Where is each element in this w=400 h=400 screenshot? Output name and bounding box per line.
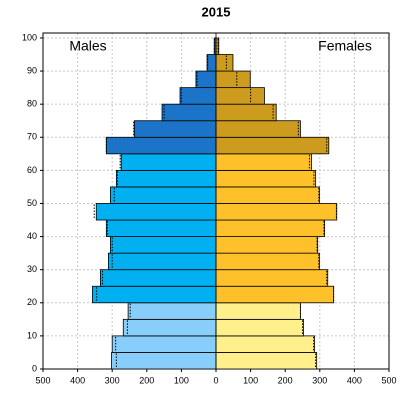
y-tick-label: 0	[32, 363, 37, 373]
bar	[95, 203, 217, 221]
y-tick-label: 50	[27, 198, 37, 208]
bar	[215, 153, 312, 171]
bar	[105, 136, 217, 155]
bar	[215, 70, 251, 89]
y-tick-label: 40	[27, 231, 37, 241]
bar	[111, 352, 217, 370]
bar	[127, 302, 217, 320]
bar	[115, 169, 217, 188]
bar	[215, 136, 330, 155]
bar	[161, 103, 217, 122]
bar	[215, 219, 326, 237]
bar	[215, 236, 319, 254]
bar	[215, 120, 301, 138]
bar	[195, 70, 217, 89]
bar	[111, 335, 217, 353]
y-tick-label: 60	[27, 165, 37, 175]
bar	[133, 120, 217, 138]
chart-title: 2015	[202, 4, 231, 19]
x-tick-label: 0	[213, 375, 218, 385]
bar	[215, 318, 304, 337]
bar	[215, 335, 316, 353]
y-tick-label: 20	[27, 297, 37, 307]
bar	[215, 203, 338, 221]
bar	[100, 269, 217, 287]
bar	[215, 302, 301, 320]
bar	[215, 186, 320, 204]
bar	[215, 352, 318, 370]
x-tick-label: 200	[139, 375, 154, 385]
x-tick-label: 300	[312, 375, 327, 385]
bar	[215, 169, 317, 188]
y-tick-label: 100	[22, 32, 37, 42]
y-tick-label: 30	[27, 264, 37, 274]
x-tick-label: 100	[243, 375, 258, 385]
x-tick-label: 500	[35, 375, 50, 385]
bar	[215, 252, 320, 271]
bar	[110, 186, 217, 204]
bar	[122, 318, 217, 337]
x-tick-label: 400	[70, 375, 85, 385]
y-tick-label: 10	[27, 330, 37, 340]
bar	[105, 219, 217, 237]
bar	[215, 269, 329, 287]
bar	[120, 153, 217, 171]
bar	[110, 236, 217, 254]
x-tick-label: 300	[105, 375, 120, 385]
bar	[179, 87, 217, 105]
y-tick-label: 80	[27, 99, 37, 109]
bar	[215, 285, 335, 304]
legend-label: Males	[69, 38, 106, 54]
bar	[215, 87, 265, 105]
bar	[215, 54, 234, 72]
x-tick-label: 400	[347, 375, 362, 385]
y-tick-label: 90	[27, 65, 37, 75]
bar	[107, 252, 217, 271]
x-tick-label: 500	[381, 375, 396, 385]
x-tick-label: 200	[278, 375, 293, 385]
y-tick-label: 70	[27, 132, 37, 142]
x-tick-label: 100	[174, 375, 189, 385]
bar	[92, 285, 217, 304]
bar	[215, 103, 277, 122]
bar	[206, 54, 217, 72]
legend-label: Females	[318, 38, 372, 54]
